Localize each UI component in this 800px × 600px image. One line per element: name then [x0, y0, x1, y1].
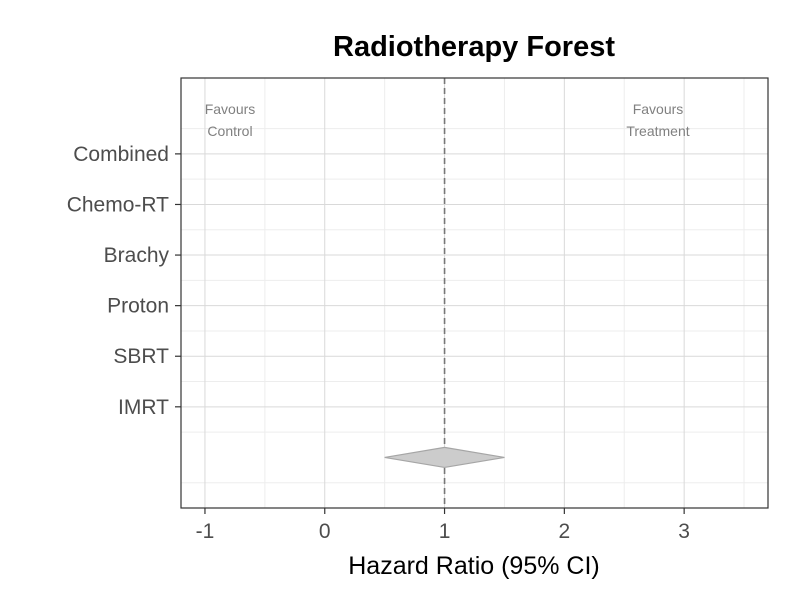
panel-border — [180, 77, 769, 509]
chart-title: Radiotherapy Forest — [333, 31, 615, 63]
y-tick-label: Chemo-RT — [67, 193, 169, 216]
annotation-favours-control: Favours Control — [205, 101, 256, 139]
x-tick-label: 0 — [319, 520, 331, 543]
annotation-right-line-1: Favours — [633, 101, 684, 117]
x-tick-label: 3 — [678, 520, 690, 543]
x-tick-label: 1 — [439, 520, 451, 543]
x-tick-label: -1 — [196, 520, 215, 543]
y-tick-label: Proton — [107, 295, 169, 318]
y-tick-label: IMRT — [118, 396, 169, 419]
y-axis: Combined Chemo-RT Brachy Proton SBRT IMRT — [67, 143, 181, 419]
grid — [181, 78, 768, 508]
annotation-left-line-2: Control — [207, 123, 252, 139]
y-tick-label: Combined — [73, 143, 169, 166]
annotation-favours-treatment: Favours Treatment — [626, 101, 689, 139]
y-tick-label: Brachy — [104, 244, 170, 267]
annotation-right-line-2: Treatment — [626, 123, 689, 139]
y-tick-label: SBRT — [113, 345, 169, 368]
x-axis-label: Hazard Ratio (95% CI) — [348, 552, 599, 580]
summary-diamond — [384, 446, 505, 469]
data-marks — [384, 446, 505, 469]
x-tick-label: 2 — [559, 520, 571, 543]
annotation-left-line-1: Favours — [205, 101, 256, 117]
x-axis: -1 0 1 2 3 — [196, 508, 690, 543]
